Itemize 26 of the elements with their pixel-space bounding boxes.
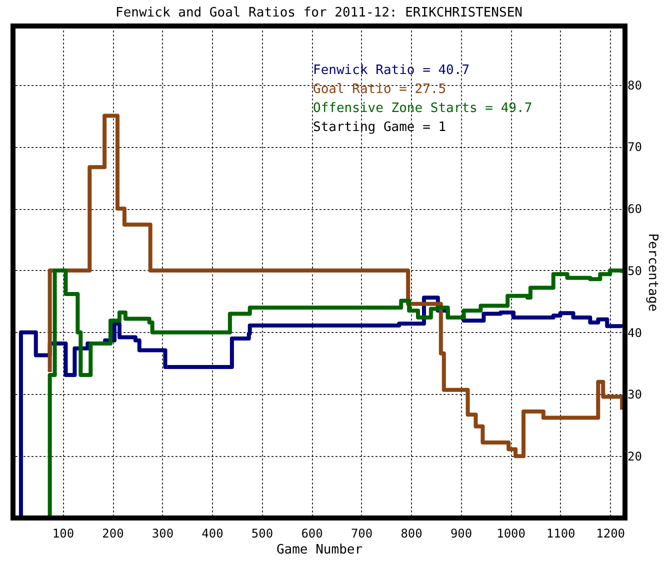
x-tick-label: 800: [400, 526, 422, 540]
x-tick-label: 100: [52, 526, 74, 540]
x-tick-label: 200: [102, 526, 124, 540]
x-tick-label: 1000: [496, 526, 526, 540]
y-tick-label: 40: [628, 326, 642, 340]
y-axis-title: Percentage: [644, 233, 660, 312]
y-tick-label: 60: [628, 202, 642, 216]
text: Fenwick Ratio = 40.7: [313, 63, 470, 78]
y-tick-label: 30: [628, 388, 642, 402]
text: Goal Ratio = 27.5: [313, 82, 446, 97]
y-tick-label: 80: [628, 78, 642, 92]
x-tick-label: 700: [350, 526, 373, 540]
x-tick-label: 600: [301, 526, 323, 540]
chart-title: Fenwick and Goal Ratios for 2011-12: ERIKCHRISTENSEN: [116, 6, 522, 20]
y-tick-label: 70: [628, 140, 642, 154]
x-tick-label: 500: [251, 526, 274, 540]
y-tick-label: 50: [628, 264, 642, 278]
text: Offensive Zone Starts = 49.7: [313, 101, 532, 116]
x-tick-label: 900: [450, 526, 472, 540]
x-tick-label: 1100: [546, 526, 576, 540]
x-tick-label: 1200: [596, 526, 626, 540]
x-axis-title: Game Number: [276, 542, 363, 558]
annotation: Starting Game = 1: [313, 120, 446, 135]
y-tick-label: 20: [628, 450, 642, 464]
x-tick-label: 400: [202, 526, 224, 540]
x-tick-label: 300: [152, 526, 174, 540]
